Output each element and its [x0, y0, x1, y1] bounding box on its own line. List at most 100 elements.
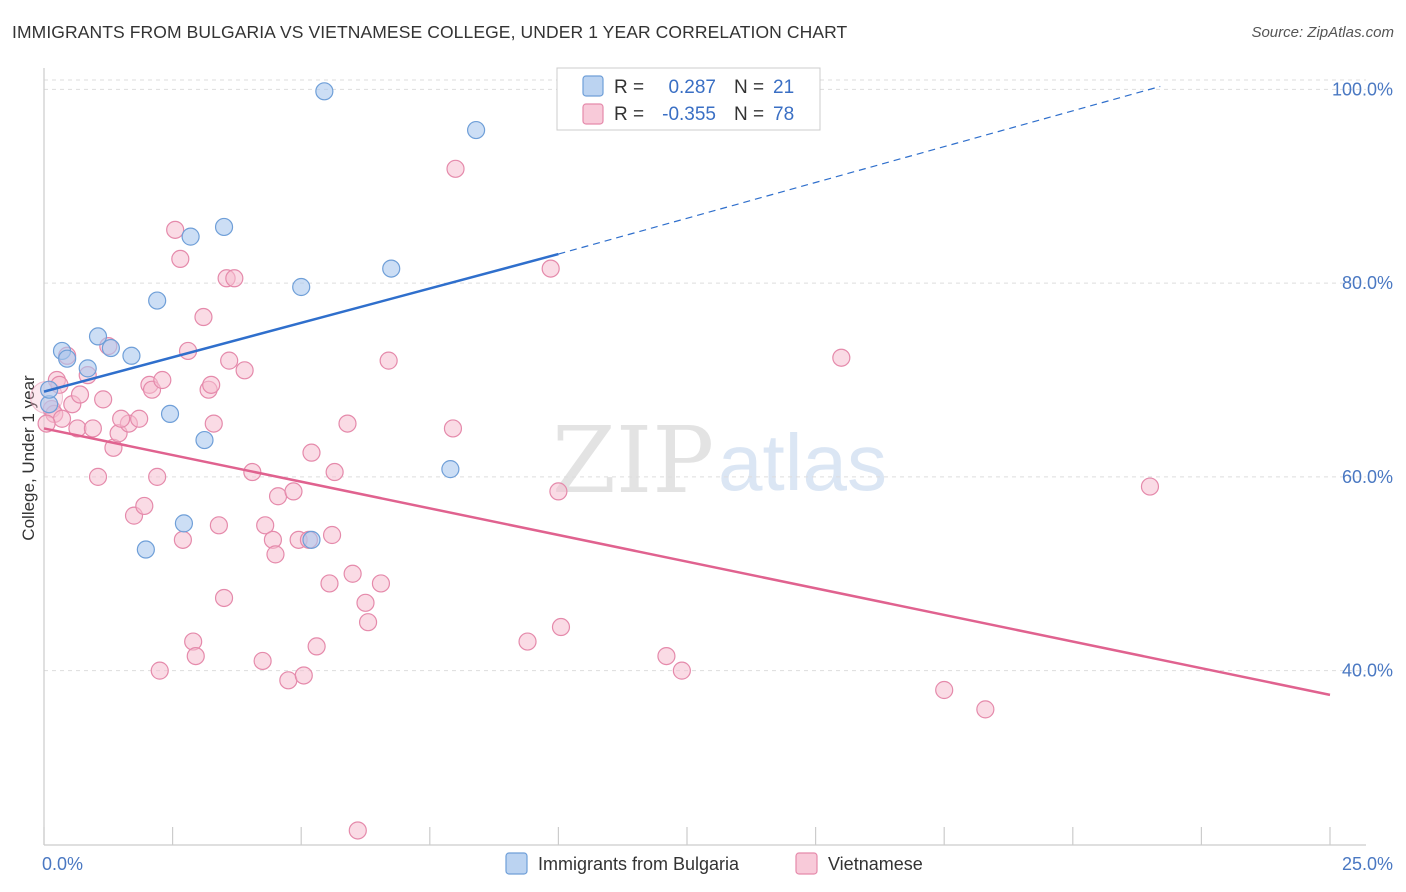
vietnamese-trend-line: [43, 427, 1331, 697]
series-legend-swatch-vietnamese: [795, 852, 818, 875]
legend-r-label-2: R =: [614, 104, 644, 125]
legend-r-value-2: -0.355: [662, 104, 716, 125]
bulgaria-point-12: [181, 227, 200, 246]
vietnamese-points: [30, 159, 1160, 840]
x-tick-label-min: 0.0%: [42, 854, 83, 874]
y-tick-label-80: 80.0%: [1342, 273, 1393, 293]
bulgaria-point-18: [382, 259, 401, 278]
stats-legend: R = 0.287 N = 21 R = -0.355 N = 78: [556, 67, 821, 131]
vietnamese-point-63: [443, 419, 463, 438]
legend-n-label-2: N =: [734, 104, 764, 125]
chart-title: IMMIGRANTS FROM BULGARIA VS VIETNAMESE C…: [12, 22, 848, 42]
bulgaria-point-11: [174, 514, 194, 533]
vietnamese-point-21: [148, 467, 167, 486]
vietnamese-point-44: [266, 545, 285, 564]
series-legend: Immigrants from Bulgaria Vietnamese: [505, 852, 923, 875]
legend-n-value-1: 21: [773, 77, 794, 98]
vietnamese-point-59: [356, 593, 375, 612]
bulgaria-point-13: [195, 430, 214, 450]
vietnamese-point-17: [130, 409, 149, 428]
watermark-atlas: atlas: [718, 418, 887, 507]
series-legend-label-vietnamese: Vietnamese: [828, 854, 923, 874]
vietnamese-point-7: [70, 385, 90, 404]
watermark: ZIP atlas: [552, 407, 887, 514]
x-tick-labels: 0.0% 25.0%: [42, 854, 1393, 874]
legend-r-value-1: 0.287: [668, 77, 716, 98]
bulgaria-point-15: [292, 277, 311, 297]
vietnamese-point-51: [302, 443, 321, 462]
series-legend-swatch-bulgaria: [505, 852, 528, 875]
vietnamese-point-18: [135, 496, 154, 516]
vietnamese-point-9: [83, 419, 102, 438]
y-axis-label: College, Under 1 year: [19, 375, 38, 541]
vietnamese-point-55: [325, 462, 344, 482]
vietnamese-point-62: [379, 351, 398, 370]
bulgaria-point-5: [88, 327, 108, 346]
bulgaria-point-14: [214, 217, 234, 237]
vietnamese-point-74: [1140, 477, 1160, 496]
vietnamese-point-75: [37, 414, 56, 433]
trend-lines: [43, 85, 1331, 697]
vietnamese-point-60: [358, 613, 378, 632]
vietnamese-point-66: [541, 259, 560, 278]
vietnamese-point-71: [832, 348, 851, 367]
vietnamese-point-56: [338, 414, 357, 433]
y-tick-labels: 40.0% 60.0% 80.0% 100.0%: [1332, 79, 1393, 680]
vietnamese-point-25: [171, 249, 190, 269]
vietnamese-point-46: [279, 671, 298, 690]
bulgaria-point-7: [122, 346, 141, 365]
vietnamese-point-35: [214, 588, 234, 608]
bulgaria-point-20: [466, 120, 486, 140]
legend-swatch-bulgaria: [582, 75, 604, 97]
bulgaria-point-3: [58, 349, 77, 368]
vietnamese-point-73: [976, 700, 995, 719]
legend-n-label-1: N =: [734, 77, 764, 98]
vietnamese-point-67: [549, 482, 568, 501]
legend-r-label-1: R =: [614, 77, 644, 98]
vietnamese-point-30: [194, 307, 213, 327]
vietnamese-point-29: [186, 646, 205, 666]
bulgaria-point-16: [302, 530, 321, 549]
vietnamese-point-37: [225, 269, 244, 288]
vietnamese-point-32: [202, 375, 221, 394]
bulgaria-point-6: [101, 338, 120, 358]
vietnamese-point-47: [284, 482, 303, 501]
vietnamese-point-68: [551, 617, 571, 637]
vietnamese-point-38: [220, 351, 239, 370]
bulgaria-point-8: [148, 291, 167, 310]
vietnamese-point-61: [371, 574, 391, 593]
vietnamese-point-45: [268, 487, 288, 506]
vietnamese-point-69: [657, 646, 676, 666]
series-legend-label-bulgaria: Immigrants from Bulgaria: [538, 854, 740, 874]
vietnamese-point-42: [256, 516, 275, 535]
vietnamese-point-58: [348, 821, 367, 840]
vietnamese-point-77: [112, 409, 131, 428]
vietnamese-point-24: [166, 220, 185, 239]
axes: [43, 68, 1366, 846]
watermark-zip: ZIP: [552, 407, 714, 514]
vietnamese-point-10: [88, 467, 108, 486]
vietnamese-point-72: [935, 680, 954, 700]
vietnamese-point-57: [343, 564, 362, 583]
bulgaria-trend-line: [43, 252, 559, 393]
bulgaria-point-9: [160, 404, 180, 424]
y-tick-label-100: 100.0%: [1332, 79, 1393, 99]
legend-n-value-2: 78: [773, 104, 794, 125]
bulgaria-points: [40, 82, 486, 559]
source-label: Source: ZipAtlas.com: [1251, 24, 1394, 41]
vietnamese-point-64: [446, 159, 465, 178]
vietnamese-point-3: [52, 409, 72, 428]
vietnamese-point-53: [320, 574, 339, 593]
vietnamese-point-34: [209, 516, 228, 535]
vietnamese-point-11: [94, 390, 113, 409]
y-tick-label-60: 60.0%: [1342, 467, 1393, 487]
vietnamese-point-41: [253, 651, 272, 671]
vietnamese-point-22: [153, 370, 172, 390]
bulgaria-point-17: [315, 82, 334, 101]
vietnamese-point-23: [150, 661, 169, 680]
legend-swatch-vietnamese: [582, 103, 604, 125]
vietnamese-point-33: [204, 414, 223, 433]
vietnamese-point-26: [173, 530, 192, 549]
bulgaria-point-4: [78, 359, 97, 378]
